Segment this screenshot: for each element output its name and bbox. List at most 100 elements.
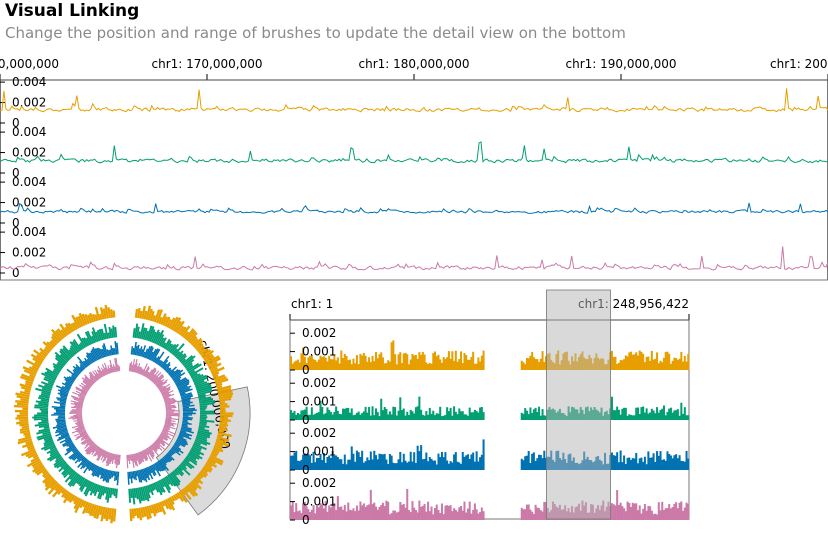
circular-bar xyxy=(91,331,98,343)
circular-bar xyxy=(198,396,212,401)
detail-bar xyxy=(425,362,428,370)
detail-bar xyxy=(413,413,416,420)
circular-bar xyxy=(173,343,185,357)
detail-bar xyxy=(460,351,463,370)
circular-bar xyxy=(166,343,173,351)
circular-bar xyxy=(80,382,90,390)
detail-bar xyxy=(354,461,357,470)
circular-bar xyxy=(165,409,176,411)
detail-bar xyxy=(454,411,457,420)
detail-bar xyxy=(682,461,685,470)
circular-view[interactable]: chr1: 200,000,000 xyxy=(0,0,290,540)
overview-series-line[interactable] xyxy=(0,202,828,214)
circular-bar xyxy=(168,317,176,329)
circular-bar xyxy=(38,384,52,391)
circular-bar xyxy=(118,454,121,465)
detail-bar xyxy=(366,412,369,420)
circular-bar xyxy=(152,503,159,514)
circular-bar xyxy=(84,480,90,488)
detail-bar xyxy=(437,510,440,520)
circular-bar xyxy=(165,411,174,413)
circular-bar xyxy=(16,414,29,418)
detail-bar xyxy=(539,358,542,370)
circular-bar xyxy=(184,362,193,369)
detail-bar xyxy=(342,463,345,470)
circular-bar xyxy=(151,375,157,382)
detail-bar xyxy=(536,412,539,420)
overview-series-line[interactable] xyxy=(0,141,828,164)
detail-bar xyxy=(295,360,298,370)
circular-bar xyxy=(198,395,206,399)
circular-bar xyxy=(164,397,174,402)
circular-bar xyxy=(76,475,83,484)
detail-bar xyxy=(366,361,369,370)
circular-bar xyxy=(160,433,168,439)
circular-bar xyxy=(70,322,77,331)
circular-bar xyxy=(191,373,201,380)
detail-bar xyxy=(447,411,450,420)
detail-bar xyxy=(465,355,468,370)
detail-bar xyxy=(656,514,659,520)
detail-bar xyxy=(324,357,327,370)
circular-bar xyxy=(72,339,82,351)
detail-bar xyxy=(472,452,475,470)
detail-bar xyxy=(522,413,525,420)
circular-bar xyxy=(59,353,69,363)
circular-bar xyxy=(97,485,103,499)
circular-bar xyxy=(197,473,204,479)
detail-bar xyxy=(638,414,641,420)
detail-bar xyxy=(621,506,624,520)
detail-brush[interactable] xyxy=(546,289,611,520)
circular-bar xyxy=(218,425,227,429)
detail-bar xyxy=(468,501,471,520)
detail-bar xyxy=(449,407,452,420)
circular-bar xyxy=(188,452,200,460)
detail-bar xyxy=(411,461,414,470)
detail-bar xyxy=(364,461,367,470)
detail-bar xyxy=(295,414,298,420)
circular-bar xyxy=(143,348,149,358)
circular-bar xyxy=(149,465,156,477)
detail-bar xyxy=(314,513,317,520)
circular-bar xyxy=(79,396,85,400)
detail-bar xyxy=(456,511,459,520)
detail-bar xyxy=(482,439,485,470)
detail-bar xyxy=(371,406,374,420)
circular-bar xyxy=(110,328,114,338)
detail-bar xyxy=(473,503,476,520)
circular-bar xyxy=(165,367,170,372)
circular-bar xyxy=(199,419,215,423)
circular-bar xyxy=(192,374,204,381)
circular-bar xyxy=(56,423,67,427)
detail-bar xyxy=(668,504,671,520)
circular-bar xyxy=(150,445,160,457)
detail-bar xyxy=(633,503,636,520)
circular-bar xyxy=(79,478,87,491)
detail-bar xyxy=(295,503,298,520)
circular-bar xyxy=(102,486,107,496)
circular-bar xyxy=(164,399,176,404)
detail-bar xyxy=(364,406,367,420)
circular-bar xyxy=(39,408,49,411)
circular-bar xyxy=(101,370,105,377)
circular-bar xyxy=(110,345,114,356)
detail-bar xyxy=(394,407,397,420)
circular-bar xyxy=(172,470,178,476)
circular-bar xyxy=(198,398,213,403)
detail-bar xyxy=(352,508,355,520)
circular-bar xyxy=(115,471,118,481)
detail-bar xyxy=(614,455,617,470)
circular-bar xyxy=(144,506,150,520)
detail-bar xyxy=(525,455,528,470)
overview-series-line[interactable] xyxy=(0,246,828,271)
detail-bar xyxy=(362,353,365,370)
circular-bar xyxy=(27,446,35,452)
circular-bar xyxy=(62,492,72,504)
circular-bar xyxy=(161,478,171,494)
detail-bar xyxy=(340,414,343,420)
overview-series-line[interactable] xyxy=(0,88,828,113)
circular-bar xyxy=(197,431,211,437)
detail-bar xyxy=(395,415,398,420)
